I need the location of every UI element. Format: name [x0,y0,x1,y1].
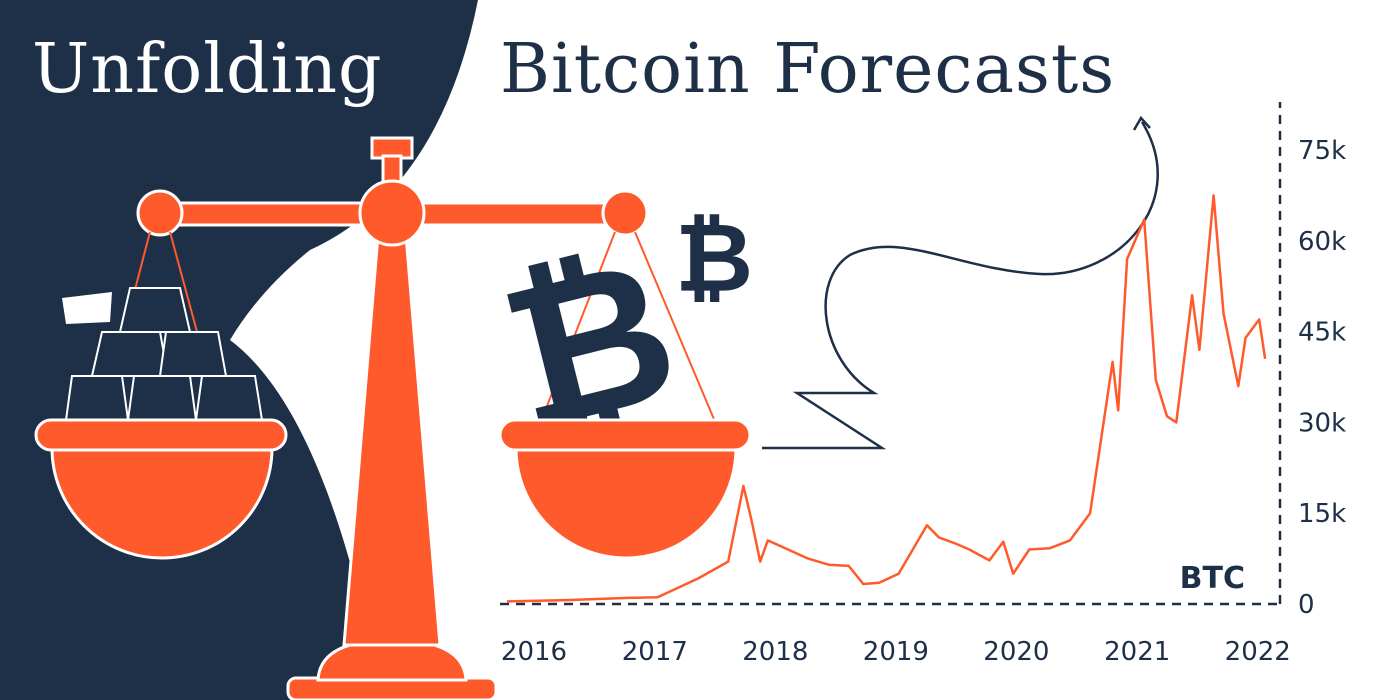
scale-beam-end-left [136,189,184,237]
x-tick-label: 2021 [1104,637,1170,667]
scale-pan-left [34,418,288,560]
x-tick-label: 2016 [501,637,567,667]
series-label-btc: BTC [1180,561,1245,596]
gold-bars-icon [62,287,264,421]
scale-beam-end-right [601,189,649,237]
bitcoin-symbol-small-icon: ₿ [675,202,753,314]
title-right: Bitcoin Forecasts [500,30,1115,109]
btc-price-line [506,194,1267,603]
y-tick-label: 15k [1298,499,1346,529]
scale-pan-right [498,418,752,560]
x-tick-labels: 2016 2017 2018 2019 2020 2021 2022 [501,637,1291,667]
title-left: Unfolding [32,30,383,109]
x-tick-label: 2018 [742,637,808,667]
x-tick-label: 2019 [863,637,929,667]
y-tick-label: 45k [1298,318,1346,348]
scale-pillar [342,233,442,647]
scale-string-right-2 [634,231,717,425]
scale-pivot [358,179,426,247]
y-tick-label: 30k [1298,408,1346,438]
x-tick-label: 2022 [1225,637,1291,667]
y-tick-label: 75k [1298,136,1346,166]
y-tick-label: 60k [1298,227,1346,257]
chart-axes [500,102,1282,606]
x-tick-label: 2020 [983,637,1049,667]
scale-string-right-1 [539,231,616,425]
x-tick-label: 2017 [622,637,688,667]
y-tick-label: 0 [1298,590,1315,620]
y-tick-labels: 0 15k 30k 45k 60k 75k [1298,136,1346,620]
forecast-arrow-icon [762,115,1159,450]
